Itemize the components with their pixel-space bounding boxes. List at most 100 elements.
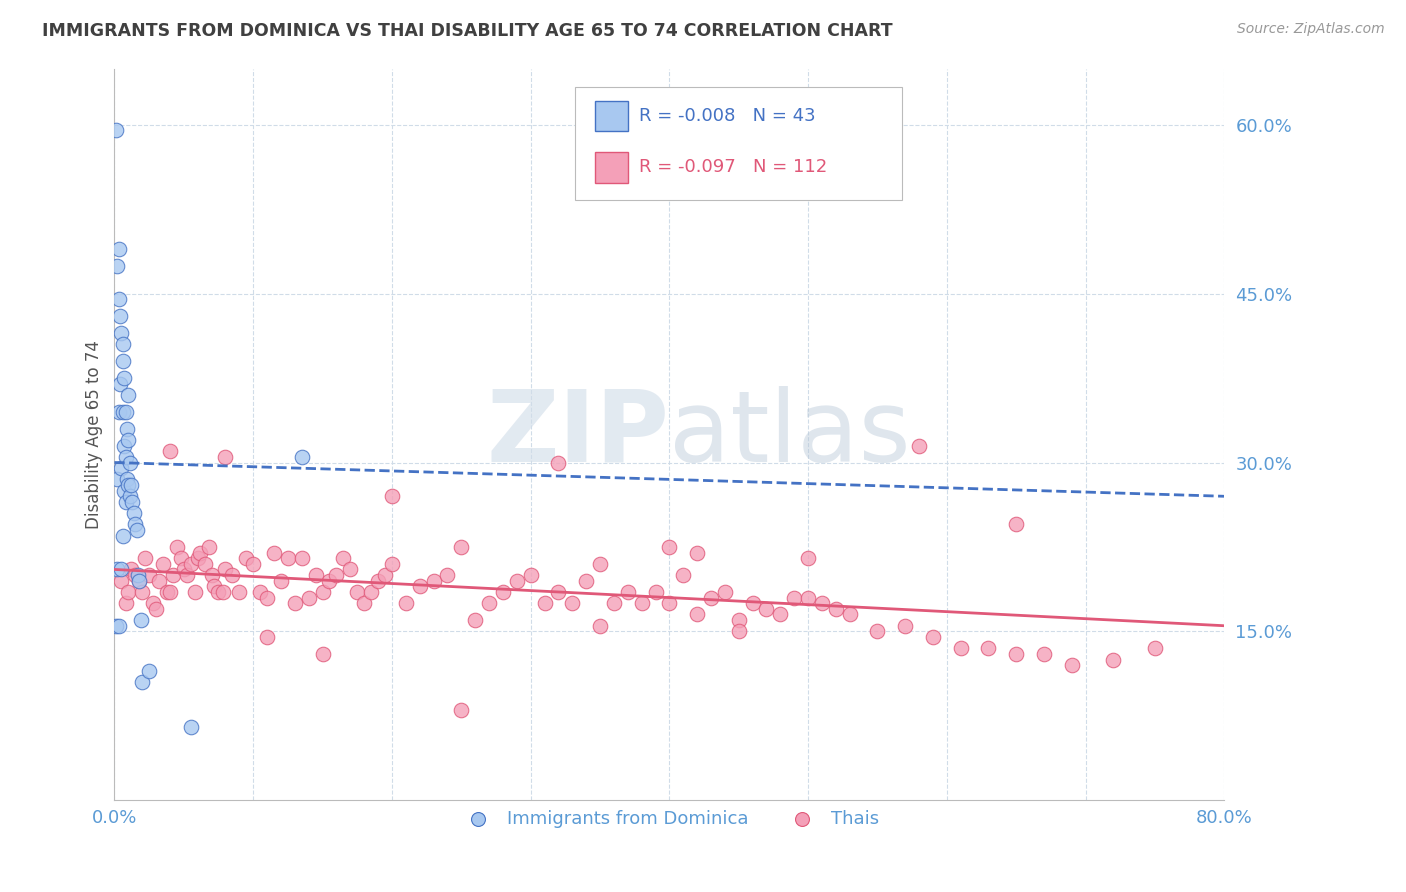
Point (111, 405, 134, 419)
Point (318, 574, 340, 588)
Point (228, 585, 250, 599)
Point (908, 439, 931, 453)
Point (115, 422, 138, 436)
Point (235, 551, 257, 566)
Point (270, 574, 292, 588)
Point (464, 613, 486, 627)
Point (1033, 647, 1056, 661)
Point (176, 568, 198, 582)
Point (658, 540, 681, 554)
Point (741, 596, 763, 610)
Text: R = -0.008   N = 43: R = -0.008 N = 43 (640, 107, 815, 125)
Point (838, 607, 860, 622)
Point (131, 585, 153, 599)
Point (478, 596, 501, 610)
Point (214, 450, 236, 464)
Point (1143, 641, 1166, 656)
Text: atlas: atlas (669, 386, 911, 483)
Point (105, 562, 128, 576)
Point (630, 596, 652, 610)
Point (616, 585, 638, 599)
Point (284, 596, 307, 610)
Point (129, 613, 152, 627)
Point (644, 585, 666, 599)
Point (1102, 652, 1125, 666)
Point (118, 489, 141, 503)
Point (142, 596, 165, 610)
Point (727, 613, 749, 627)
Point (128, 574, 150, 588)
Point (353, 596, 375, 610)
Point (197, 540, 219, 554)
Point (311, 585, 333, 599)
Point (304, 568, 326, 582)
Point (138, 568, 160, 582)
Point (450, 540, 472, 554)
Point (173, 562, 195, 576)
Point (114, 495, 136, 509)
Point (124, 517, 146, 532)
Point (110, 326, 132, 340)
Point (381, 489, 404, 503)
Point (894, 618, 917, 632)
Point (111, 529, 134, 543)
Point (811, 596, 834, 610)
Point (367, 574, 389, 588)
Point (339, 562, 361, 576)
Point (166, 540, 188, 554)
Point (263, 545, 285, 559)
Point (152, 557, 174, 571)
Point (159, 585, 181, 599)
Point (492, 585, 515, 599)
Y-axis label: Disability Age 65 to 74: Disability Age 65 to 74 (86, 340, 103, 529)
Point (107, 293, 129, 307)
Point (714, 585, 737, 599)
Point (184, 585, 207, 599)
Point (755, 602, 778, 616)
Point (977, 641, 1000, 656)
FancyBboxPatch shape (595, 152, 628, 183)
Point (686, 545, 709, 559)
Point (112, 439, 135, 453)
Point (108, 309, 131, 323)
Point (105, 259, 128, 273)
Legend: Immigrants from Dominica, Thais: Immigrants from Dominica, Thais (453, 803, 886, 835)
Point (194, 557, 217, 571)
Point (112, 371, 135, 385)
Point (104, 123, 127, 137)
Point (114, 596, 136, 610)
Point (114, 405, 136, 419)
Point (134, 551, 156, 566)
Point (1005, 647, 1028, 661)
Point (589, 557, 612, 571)
Point (797, 591, 820, 605)
Point (291, 450, 314, 464)
Point (291, 551, 314, 566)
Text: Source: ZipAtlas.com: Source: ZipAtlas.com (1237, 22, 1385, 37)
Point (214, 562, 236, 576)
Point (922, 630, 945, 644)
Point (115, 472, 138, 486)
Point (110, 461, 132, 475)
Point (131, 675, 153, 690)
Point (603, 596, 626, 610)
Point (506, 574, 529, 588)
Point (127, 568, 149, 582)
Point (547, 456, 569, 470)
Point (422, 574, 444, 588)
Point (533, 596, 555, 610)
Point (450, 703, 472, 717)
Point (156, 585, 179, 599)
Point (700, 591, 723, 605)
Point (242, 557, 264, 571)
Point (575, 574, 598, 588)
Text: IMMIGRANTS FROM DOMINICA VS THAI DISABILITY AGE 65 TO 74 CORRELATION CHART: IMMIGRANTS FROM DOMINICA VS THAI DISABIL… (42, 22, 893, 40)
Point (727, 624, 749, 639)
Point (110, 574, 132, 588)
Point (117, 478, 139, 492)
Text: ZIP: ZIP (486, 386, 669, 483)
Point (408, 579, 430, 593)
Point (114, 450, 136, 464)
Point (256, 591, 278, 605)
Point (122, 506, 145, 520)
